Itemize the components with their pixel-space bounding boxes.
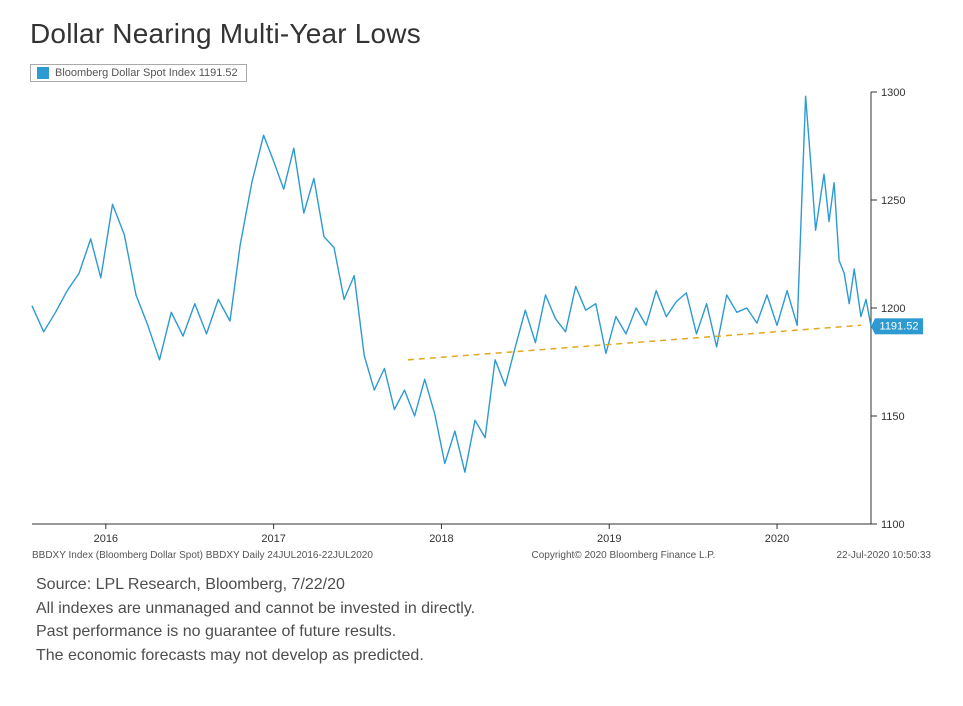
svg-text:1200: 1200 (881, 303, 905, 315)
disclaimer-line: The economic forecasts may not develop a… (36, 645, 933, 667)
svg-text:1300: 1300 (881, 87, 905, 99)
price-chart: 1100 1150 1200 1250 1300 2016 2017 2018 2019 2020… (30, 86, 933, 566)
svg-text:1100: 1100 (881, 519, 905, 531)
chart-area: 1100 1150 1200 1250 1300 2016 2017 2018 2019 2020… (30, 86, 933, 566)
legend-label: Bloomberg Dollar Spot Index 1191.52 (55, 67, 238, 79)
disclaimer-block: Source: LPL Research, Bloomberg, 7/22/20… (30, 574, 933, 666)
svg-text:2018: 2018 (429, 533, 453, 545)
svg-text:2017: 2017 (261, 533, 285, 545)
legend-swatch (37, 67, 49, 79)
disclaimer-line: Past performance is no guarantee of futu… (36, 621, 933, 643)
svg-text:1250: 1250 (881, 195, 905, 207)
svg-text:1191.52: 1191.52 (880, 320, 919, 332)
svg-text:Copyright© 2020 Bloomberg Fina: Copyright© 2020 Bloomberg Finance L.P. (532, 550, 716, 561)
svg-text:1150: 1150 (881, 411, 905, 423)
disclaimer-line: All indexes are unmanaged and cannot be … (36, 598, 933, 620)
svg-text:22-Jul-2020 10:50:33: 22-Jul-2020 10:50:33 (836, 550, 931, 561)
svg-text:2020: 2020 (765, 533, 789, 545)
legend: Bloomberg Dollar Spot Index 1191.52 (30, 64, 247, 82)
disclaimer-line: Source: LPL Research, Bloomberg, 7/22/20 (36, 574, 933, 596)
svg-text:2016: 2016 (94, 533, 118, 545)
svg-text:BBDXY Index (Bloomberg Dollar: BBDXY Index (Bloomberg Dollar Spot) BBDX… (32, 550, 373, 561)
svg-text:2019: 2019 (597, 533, 621, 545)
chart-title: Dollar Nearing Multi-Year Lows (30, 18, 933, 50)
